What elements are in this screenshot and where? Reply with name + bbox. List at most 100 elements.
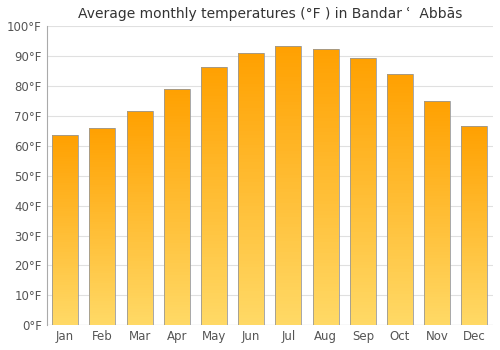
Bar xyxy=(52,181,78,183)
Bar xyxy=(350,145,376,148)
Bar xyxy=(164,251,190,254)
Bar xyxy=(52,199,78,202)
Bar xyxy=(424,244,450,247)
Bar xyxy=(350,138,376,141)
Bar xyxy=(90,133,116,135)
Bar xyxy=(201,244,227,248)
Bar xyxy=(52,152,78,154)
Bar xyxy=(201,228,227,231)
Bar xyxy=(201,293,227,296)
Bar xyxy=(52,192,78,195)
Bar xyxy=(90,209,116,212)
Bar xyxy=(387,87,413,90)
Bar xyxy=(312,149,338,152)
Bar xyxy=(387,319,413,322)
Bar xyxy=(424,264,450,266)
Bar xyxy=(276,304,301,308)
Bar xyxy=(350,74,376,78)
Bar xyxy=(312,201,338,204)
Bar xyxy=(201,167,227,170)
Bar xyxy=(90,143,116,145)
Bar xyxy=(350,185,376,188)
Bar xyxy=(276,220,301,224)
Bar xyxy=(90,286,116,288)
Bar xyxy=(164,92,190,95)
Bar xyxy=(462,186,487,189)
Bar xyxy=(312,49,338,325)
Bar xyxy=(424,294,450,297)
Bar xyxy=(462,293,487,295)
Bar xyxy=(238,301,264,305)
Bar xyxy=(164,169,190,172)
Bar xyxy=(462,206,487,208)
Bar xyxy=(387,272,413,275)
Bar xyxy=(276,84,301,88)
Bar xyxy=(424,171,450,174)
Bar xyxy=(52,268,78,271)
Bar xyxy=(276,144,301,147)
Bar xyxy=(276,266,301,269)
Bar xyxy=(424,283,450,286)
Bar xyxy=(90,153,116,155)
Bar xyxy=(312,218,338,222)
Bar xyxy=(238,53,264,57)
Bar xyxy=(387,303,413,306)
Bar xyxy=(126,138,152,141)
Bar xyxy=(312,270,338,273)
Bar xyxy=(276,70,301,74)
Bar xyxy=(238,57,264,60)
Bar xyxy=(52,233,78,235)
Bar xyxy=(276,245,301,248)
Bar xyxy=(164,266,190,269)
Bar xyxy=(462,246,487,248)
Bar xyxy=(462,231,487,233)
Bar xyxy=(52,195,78,197)
Bar xyxy=(238,230,264,233)
Bar xyxy=(387,218,413,222)
Bar xyxy=(312,73,338,76)
Bar xyxy=(90,303,116,306)
Bar xyxy=(238,315,264,318)
Bar xyxy=(164,145,190,148)
Bar xyxy=(126,197,152,199)
Bar xyxy=(164,243,190,245)
Bar xyxy=(201,170,227,173)
Bar xyxy=(424,303,450,306)
Bar xyxy=(276,80,301,84)
Bar xyxy=(312,173,338,177)
Bar xyxy=(312,118,338,121)
Bar xyxy=(126,154,152,157)
Bar xyxy=(424,205,450,208)
Bar xyxy=(424,154,450,157)
Bar xyxy=(126,125,152,127)
Bar xyxy=(164,125,190,127)
Bar xyxy=(126,272,152,274)
Bar xyxy=(424,163,450,166)
Bar xyxy=(201,199,227,202)
Bar xyxy=(238,53,264,325)
Bar xyxy=(90,241,116,244)
Bar xyxy=(276,269,301,273)
Bar xyxy=(201,115,227,118)
Bar xyxy=(238,97,264,101)
Bar xyxy=(350,101,376,105)
Bar xyxy=(90,288,116,290)
Bar xyxy=(424,272,450,275)
Bar xyxy=(387,115,413,118)
Bar xyxy=(238,322,264,325)
Bar xyxy=(387,80,413,84)
Bar xyxy=(201,180,227,183)
Bar xyxy=(238,165,264,169)
Bar xyxy=(90,239,116,241)
Bar xyxy=(238,278,264,281)
Bar xyxy=(387,156,413,159)
Bar xyxy=(90,130,116,133)
Bar xyxy=(424,230,450,233)
Bar xyxy=(312,100,338,104)
Bar xyxy=(424,115,450,118)
Bar xyxy=(201,102,227,105)
Bar xyxy=(90,264,116,266)
Bar xyxy=(238,237,264,240)
Bar xyxy=(424,222,450,224)
Bar xyxy=(126,149,152,152)
